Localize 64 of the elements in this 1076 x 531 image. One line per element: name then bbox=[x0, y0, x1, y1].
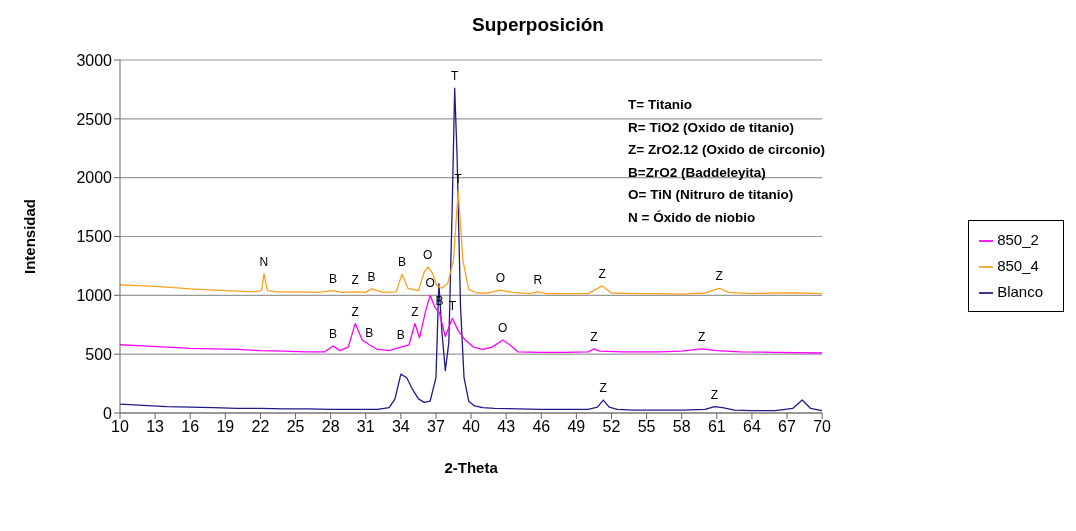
annotation: Z bbox=[590, 329, 598, 344]
annotation: Z bbox=[710, 387, 719, 402]
annotation: Z bbox=[351, 272, 359, 287]
annotation: N = Óxido de niobio bbox=[628, 208, 757, 227]
annotation: O bbox=[425, 276, 435, 291]
legend-label: 850_4 bbox=[997, 256, 1039, 274]
x-tick-label: 49 bbox=[567, 418, 586, 436]
x-tick-label: 28 bbox=[321, 418, 340, 436]
annotation: Z bbox=[715, 269, 723, 284]
annotation: Z bbox=[598, 266, 606, 281]
annotation: Z= ZrO2.12 (Oxido de circonio) bbox=[628, 141, 825, 159]
x-tick-label: 70 bbox=[813, 418, 832, 436]
y-tick-label: 1000 bbox=[76, 287, 113, 305]
x-tick-label: 37 bbox=[427, 418, 445, 436]
annotation: R= TiO2 (Oxido de titanio) bbox=[628, 118, 795, 137]
y-tick-label: 500 bbox=[85, 345, 113, 363]
annotation: O bbox=[495, 271, 505, 286]
y-axis-title: Intensidad bbox=[21, 198, 39, 275]
annotation: O bbox=[497, 321, 508, 336]
legend-label: Blanco bbox=[997, 282, 1043, 300]
y-tick-label: 2000 bbox=[76, 169, 113, 187]
x-tick-label: 31 bbox=[356, 418, 375, 436]
x-tick-label: 34 bbox=[391, 418, 410, 436]
y-tick-label: 3000 bbox=[76, 51, 113, 69]
line-series bbox=[120, 294, 823, 354]
annotation: Z bbox=[697, 329, 706, 344]
x-tick-label: 58 bbox=[672, 418, 691, 436]
annotation: O= TiN (Nitruro de titanio) bbox=[628, 186, 795, 204]
x-tick-label: 16 bbox=[181, 418, 200, 436]
legend-label: 850_2 bbox=[997, 230, 1039, 248]
x-tick-label: 67 bbox=[778, 418, 797, 436]
x-tick-label: 61 bbox=[707, 418, 726, 436]
annotation: B bbox=[396, 328, 405, 343]
annotation: B bbox=[398, 255, 407, 270]
x-tick-label: 43 bbox=[497, 418, 516, 436]
chart-title: Superposición bbox=[471, 14, 605, 36]
y-tick-label: 2500 bbox=[76, 110, 113, 128]
annotation: B bbox=[328, 271, 337, 286]
x-tick-label: 64 bbox=[743, 418, 761, 436]
line-series bbox=[120, 189, 823, 295]
x-tick-label: 19 bbox=[216, 418, 235, 436]
annotation: Z bbox=[351, 304, 359, 319]
x-tick-label: 52 bbox=[602, 418, 621, 436]
annotation: B bbox=[365, 325, 374, 340]
annotation: B=ZrO2 (Baddeleyita) bbox=[628, 163, 767, 182]
x-tick-label: 22 bbox=[251, 418, 270, 436]
annotation: T bbox=[451, 69, 460, 84]
x-tick-label: 46 bbox=[532, 418, 551, 436]
y-tick-label: 0 bbox=[103, 404, 113, 422]
annotation: R bbox=[533, 272, 543, 287]
x-tick-label: 40 bbox=[462, 418, 481, 436]
x-tick-label: 13 bbox=[146, 418, 165, 436]
annotation: O bbox=[423, 248, 433, 263]
y-tick-label: 1500 bbox=[76, 228, 113, 246]
annotation: Z bbox=[411, 304, 419, 319]
annotation: B bbox=[367, 269, 376, 284]
annotation: N bbox=[259, 254, 269, 269]
x-tick-label: 25 bbox=[286, 418, 305, 436]
x-axis-title: 2-Theta bbox=[444, 459, 499, 476]
x-tick-label: 10 bbox=[111, 418, 129, 436]
x-tick-label: 55 bbox=[637, 418, 656, 436]
annotation: B bbox=[328, 326, 337, 341]
annotation: T= Titanio bbox=[628, 96, 693, 114]
annotation: Z bbox=[599, 381, 607, 396]
